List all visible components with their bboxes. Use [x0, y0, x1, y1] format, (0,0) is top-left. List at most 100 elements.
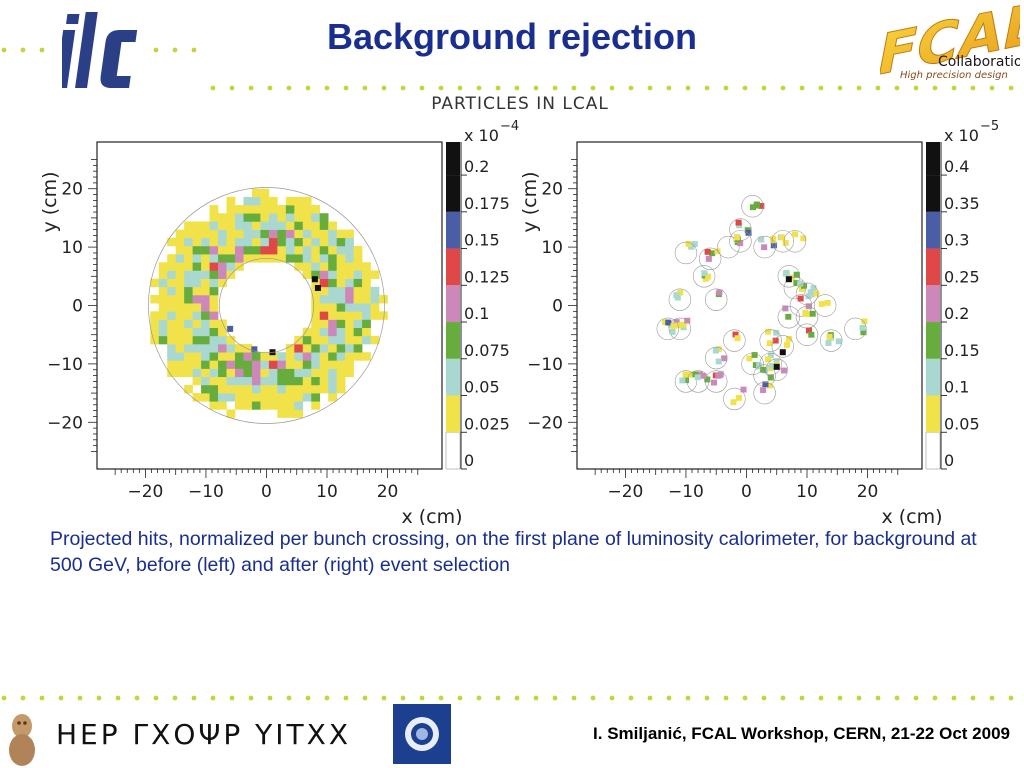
colorbar-label: 0.05 [944, 414, 980, 433]
heatmap-cell [192, 368, 202, 378]
heatmap-cell [311, 344, 321, 353]
heatmap-cell [824, 299, 831, 306]
heatmap-cell [336, 286, 346, 296]
x-tick-label: −10 [188, 482, 224, 502]
rule-dot [457, 85, 463, 91]
heatmap-cell [752, 362, 759, 369]
rule-dot [400, 85, 406, 91]
rule-dot [1, 695, 7, 701]
heatmap-cell [756, 362, 763, 369]
rule-dot [191, 695, 197, 701]
rule-dot [381, 85, 387, 91]
heatmap-cell [158, 294, 168, 304]
heatmap-cell [311, 393, 321, 402]
rule-dot [248, 695, 254, 701]
heatmap-cell [362, 262, 371, 271]
rule-dot [172, 47, 178, 53]
rule-dot [609, 695, 615, 701]
rule-dot [514, 85, 520, 91]
heatmap-cell [192, 221, 202, 230]
heatmap-cell [285, 254, 295, 263]
heatmap-cell [328, 294, 337, 304]
heatmap-cell [243, 401, 253, 410]
heatmap-cell [764, 356, 772, 363]
heatmap-cell [184, 384, 193, 394]
heatmap-cell [226, 213, 236, 222]
heatmap-cell [294, 196, 304, 206]
heatmap-cell [226, 368, 236, 378]
rule-dot [856, 695, 862, 701]
heatmap-cell [311, 335, 321, 345]
heatmap-cell [780, 367, 787, 374]
cluster-contour [753, 381, 776, 405]
heatmap-cell [285, 376, 295, 386]
colorbar-bin [926, 142, 940, 176]
heatmap-cell [218, 352, 227, 361]
heatmap-cell [285, 409, 295, 418]
heatmap-cell [319, 384, 329, 394]
heatmap-cell [277, 384, 287, 394]
cluster-contour [753, 235, 776, 259]
heatmap-cell [302, 335, 312, 345]
heatmap-cell [294, 245, 304, 255]
rule-dot [894, 695, 900, 701]
heatmap-cell [175, 286, 185, 296]
heatmap-cell [251, 221, 261, 230]
heatmap-cell [362, 335, 371, 345]
heatmap-cell [226, 376, 236, 386]
heatmap-cell [175, 270, 185, 279]
heatmap-cell [767, 374, 774, 381]
heatmap-cell [218, 270, 227, 279]
heatmap-cell [192, 311, 202, 320]
heatmap-cell [251, 229, 261, 239]
heatmap-cell [345, 286, 354, 296]
heatmap-cell [336, 294, 346, 304]
heatmap-cell [201, 262, 210, 271]
heatmap-cell [243, 237, 253, 247]
y-tick-label: 20 [61, 180, 83, 200]
heatmap-cell [362, 278, 371, 288]
heatmap-cell [251, 196, 261, 206]
heatmap-cell [209, 213, 219, 222]
rule-dot [913, 695, 919, 701]
heatmap-cell [167, 327, 176, 337]
heatmap-cell [345, 245, 354, 255]
heatmap-cell [797, 280, 804, 287]
heatmap-cell [209, 237, 219, 247]
heatmap-cell [209, 262, 219, 271]
heatmap-cell [192, 376, 202, 386]
heatmap-cell [209, 221, 219, 230]
heatmap-cell [268, 196, 278, 206]
rule-dot [666, 85, 672, 91]
heatmap-cell [336, 352, 346, 361]
rule-dot [229, 85, 235, 91]
rule-dot [761, 85, 767, 91]
heatmap-cell [192, 254, 202, 263]
heatmap-cell [184, 360, 193, 369]
rule-dot [39, 47, 45, 53]
heatmap-cell [336, 368, 346, 378]
heatmap-cell [218, 319, 227, 328]
heatmap-cell [209, 393, 219, 402]
heatmap-cell [766, 382, 773, 389]
heatmap-cell [201, 229, 210, 239]
rule-dot [666, 695, 672, 701]
heatmap-cell [268, 213, 278, 222]
heatmap-cell [336, 344, 346, 353]
heatmap-cell [184, 368, 193, 378]
heatmap-cell [740, 386, 747, 393]
heatmap-cell [218, 360, 227, 369]
rule-dot [951, 85, 957, 91]
heatmap-cell [362, 311, 371, 320]
heatmap-cell [158, 262, 168, 271]
heatmap-cell [218, 221, 227, 230]
heatmap-cell [669, 328, 676, 335]
heatmap-cell [209, 229, 219, 239]
heatmap-cell [192, 327, 202, 337]
heatmap-cell [336, 360, 346, 369]
rule-dot [400, 695, 406, 701]
rule-dot [704, 85, 710, 91]
heatmap-cell [712, 347, 719, 354]
heatmap-cell [184, 254, 193, 263]
heatmap-cell [235, 205, 244, 214]
